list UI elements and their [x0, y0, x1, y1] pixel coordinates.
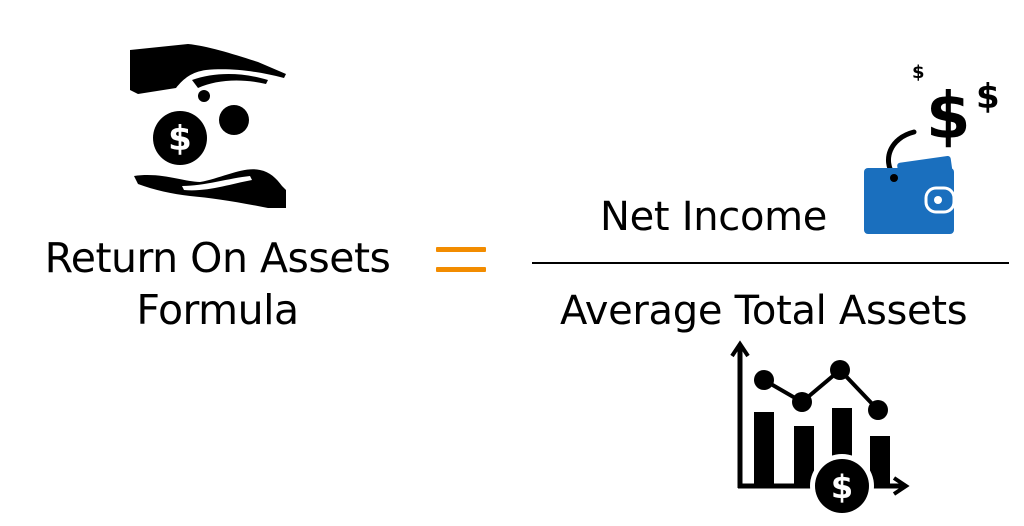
small-dollar-sign: $ — [912, 62, 925, 83]
denominator-text: Average Total Assets — [560, 288, 968, 334]
chart-trend-line — [762, 367, 880, 412]
formula-title-line2: Formula — [136, 286, 299, 334]
top-hand-cuff — [130, 50, 142, 90]
chart-bar-4 — [870, 436, 890, 486]
formula-title: Return On Assets Formula — [20, 232, 415, 336]
equals-top-bar — [436, 247, 486, 252]
chart-x-arrow — [892, 476, 910, 496]
medium-coin — [219, 105, 249, 135]
chart-point-3 — [830, 360, 850, 380]
chart-dollar-coin-symbol: $ — [831, 468, 853, 506]
chart-dollar-coin — [815, 459, 869, 513]
wallet-body — [864, 168, 954, 234]
wallet-icon — [864, 129, 956, 234]
small-coin — [198, 90, 210, 102]
top-hand-shape — [130, 44, 286, 94]
bar-line-chart-dollar-icon: $ — [730, 340, 910, 518]
fraction-bar — [532, 262, 1009, 264]
equals-sign — [436, 245, 486, 275]
chart-bar-1 — [754, 412, 774, 486]
formula-title-line1: Return On Assets — [44, 234, 391, 282]
large-dollar-sign: $ — [926, 80, 971, 152]
dollar-coin — [153, 111, 207, 165]
hands-holding-coins-icon: $ — [130, 44, 286, 208]
chart-point-1 — [754, 370, 774, 390]
top-hand-fingers — [192, 74, 268, 88]
numerator-text: Net Income — [600, 194, 828, 240]
chart-point-4 — [868, 400, 888, 420]
wallet-arrow-tip — [890, 174, 898, 182]
dollar-coin-symbol: $ — [168, 119, 192, 159]
chart-bar-2 — [794, 426, 814, 486]
chart-point-2 — [792, 392, 812, 412]
chart-y-arrow — [730, 340, 750, 358]
equals-bottom-bar — [436, 267, 486, 272]
wallet-clasp-button — [934, 196, 942, 204]
bottom-hand-gap — [182, 176, 252, 191]
dollar-signs-icon: $ $ $ — [912, 62, 1000, 152]
medium-dollar-sign: $ — [976, 77, 1000, 117]
